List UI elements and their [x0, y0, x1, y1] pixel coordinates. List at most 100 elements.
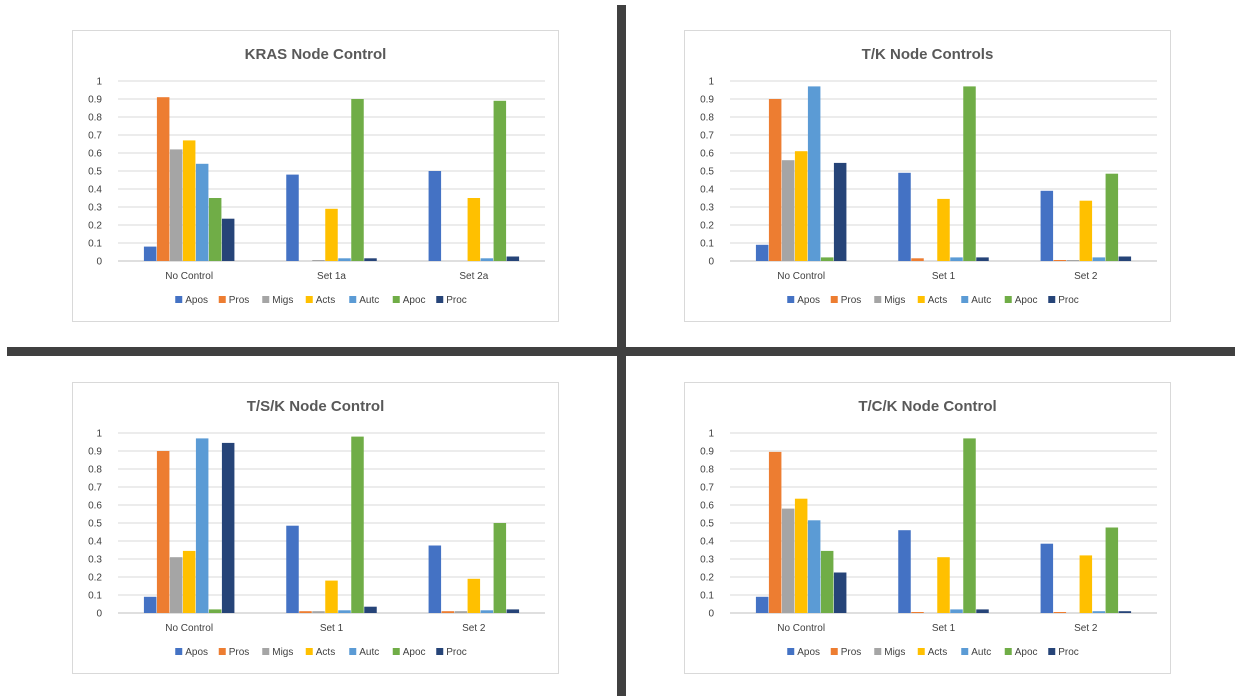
legend-label-migs: Migs — [884, 647, 905, 658]
y-tick-label: 0 — [96, 257, 102, 268]
y-tick-label: 0.6 — [700, 149, 714, 160]
bar-pros-set-2 — [1053, 260, 1067, 261]
bar-autc-no-control — [807, 520, 821, 613]
bar-pros-set-1 — [299, 611, 312, 613]
bar-apoc-set-2a — [493, 100, 507, 261]
bar-acts-no-control — [794, 498, 808, 613]
legend-swatch-autc — [961, 296, 969, 303]
y-tick-label: 1 — [708, 77, 714, 88]
bar-proc-set-2 — [1118, 256, 1132, 261]
bar-apos-set-1 — [898, 530, 911, 613]
bar-pros-set-1 — [911, 258, 924, 261]
bar-apos-set-2 — [428, 545, 442, 613]
category-label: Set 1 — [320, 623, 344, 634]
legend-swatch-pros — [218, 296, 226, 303]
legend-label-proc: Proc — [446, 295, 467, 306]
legend-label-apos: Apos — [185, 647, 208, 658]
legend: Apos Pros Migs Acts Autc Apoc Proc — [175, 647, 467, 658]
bar-apos-set-1a — [286, 174, 299, 261]
legend-swatch-proc — [1048, 648, 1056, 655]
bar-autc-set-1 — [950, 257, 963, 261]
chart-tk-node-controls: T/K Node Controls 0 0.1 0.2 0.3 0.4 0.5 0.6 0.7 0… — [684, 30, 1171, 322]
y-tick-label: 0.7 — [88, 483, 102, 494]
chart-tsk-node-control: T/S/K Node Control 0 0.1 0.2 0.3 0.4 0.5 0.6 0.7… — [72, 382, 559, 674]
bar-pros-set-1 — [911, 612, 924, 613]
bar-apoc-no-control — [208, 198, 222, 261]
category-label: No Control — [165, 623, 213, 634]
bar-pros-no-control — [768, 99, 782, 261]
legend-label-proc: Proc — [1058, 295, 1079, 306]
bar-apos-set-1 — [286, 525, 299, 613]
bar-proc-set-2 — [506, 609, 520, 613]
category-label: Set 2 — [1074, 623, 1098, 634]
y-tick-label: 0.9 — [700, 95, 714, 106]
category-label: Set 2a — [459, 271, 488, 282]
legend-swatch-migs — [874, 648, 882, 655]
bar-autc-set-2a — [480, 258, 494, 261]
y-tick-label: 0 — [96, 609, 102, 620]
y-tick-label: 0.9 — [88, 447, 102, 458]
legend-swatch-apoc — [1004, 296, 1012, 303]
bar-acts-no-control — [182, 140, 196, 261]
bar-autc-set-1a — [338, 258, 351, 261]
legend-swatch-autc — [349, 296, 357, 303]
legend-label-pros: Pros — [841, 647, 862, 658]
bar-proc-set-1 — [976, 609, 989, 613]
y-tick-label: 0.7 — [700, 483, 714, 494]
bar-apoc-no-control — [820, 550, 834, 613]
bar-acts-set-2 — [1079, 200, 1093, 261]
chart-svg: T/S/K Node Control 0 0.1 0.2 0.3 0.4 0.5 0.6 0.7… — [88, 398, 545, 658]
legend-swatch-apos — [175, 648, 183, 655]
legend-swatch-autc — [961, 648, 969, 655]
y-tick-label: 0.6 — [700, 501, 714, 512]
bar-proc-set-1 — [364, 606, 377, 613]
bar-acts-set-2a — [467, 198, 481, 261]
bar-apos-set-2 — [1040, 543, 1054, 613]
bar-migs-set-1 — [312, 611, 325, 613]
y-tick-label: 1 — [96, 429, 102, 440]
y-tick-label: 0.6 — [88, 501, 102, 512]
bar-apos-set-2 — [1040, 190, 1054, 261]
bar-proc-set-2a — [506, 256, 520, 261]
legend-label-autc: Autc — [971, 647, 991, 658]
chart-svg: T/K Node Controls 0 0.1 0.2 0.3 0.4 0.5 0.6 0.7 0… — [700, 46, 1157, 306]
y-tick-label: 0 — [708, 257, 714, 268]
y-tick-label: 0.1 — [88, 591, 102, 602]
category-label: Set 2 — [1074, 271, 1098, 282]
bar-autc-no-control — [807, 86, 821, 262]
category-label: No Control — [165, 271, 213, 282]
legend-label-autc: Autc — [971, 295, 991, 306]
y-tick-label: 0.4 — [700, 537, 714, 548]
legend-swatch-apos — [787, 296, 795, 303]
legend-label-apos: Apos — [797, 295, 820, 306]
category-label: No Control — [777, 623, 825, 634]
y-tick-label: 0.1 — [88, 239, 102, 250]
y-tick-label: 0.2 — [700, 573, 714, 584]
horizontal-divider — [7, 347, 1235, 356]
bar-proc-no-control — [833, 162, 847, 261]
legend-swatch-pros — [830, 296, 838, 303]
chart-tck-node-control: T/C/K Node Control 0 0.1 0.2 0.3 0.4 0.5 0.6 0.7… — [684, 382, 1171, 674]
bar-autc-no-control — [195, 438, 209, 613]
bar-apoc-set-1 — [351, 436, 364, 613]
legend: Apos Pros Migs Acts Autc Apoc Proc — [175, 295, 467, 306]
legend-swatch-apos — [175, 296, 183, 303]
bar-migs-set-2 — [1066, 260, 1080, 261]
bar-proc-no-control — [221, 218, 235, 261]
legend-swatch-proc — [436, 648, 444, 655]
bar-acts-set-2 — [467, 578, 481, 613]
legend-swatch-acts — [917, 296, 925, 303]
y-tick-label: 0.4 — [88, 537, 102, 548]
legend-label-migs: Migs — [272, 647, 293, 658]
legend-label-apoc: Apoc — [1015, 295, 1038, 306]
y-tick-label: 0.3 — [700, 203, 714, 214]
category-label: Set 1a — [317, 271, 346, 282]
y-tick-label: 0.7 — [700, 131, 714, 142]
y-tick-label: 0.4 — [88, 185, 102, 196]
bar-autc-set-1 — [338, 610, 351, 613]
legend-label-proc: Proc — [1058, 647, 1079, 658]
y-tick-label: 0.8 — [700, 465, 714, 476]
bar-acts-set-1 — [937, 557, 950, 613]
category-label: Set 1 — [932, 623, 956, 634]
y-tick-label: 0.8 — [88, 465, 102, 476]
